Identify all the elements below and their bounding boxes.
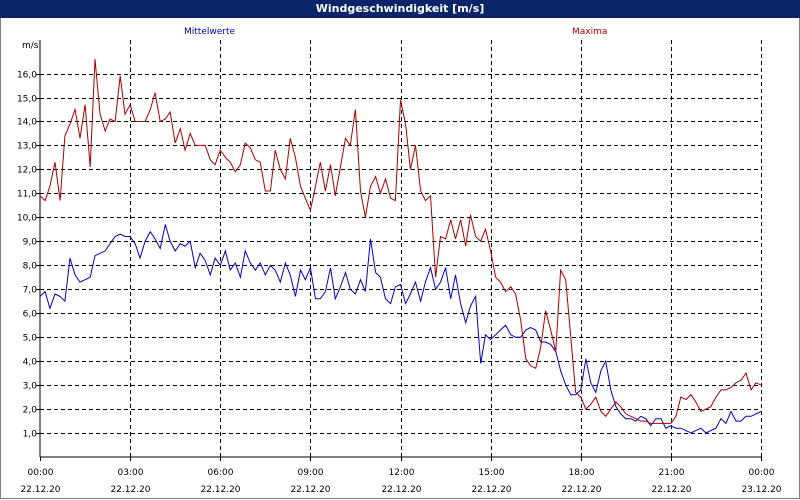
axes: m/s [22, 40, 761, 458]
y-tick-label: 6,0 [23, 310, 38, 320]
x-tick-time-label: 06:00 [208, 468, 234, 478]
y-tick-label: 9,0 [23, 238, 38, 248]
y-tick-label: 10,0 [17, 214, 37, 224]
y-tick-label: 5,0 [23, 334, 38, 344]
x-tick-date-label: 22.12.20 [651, 485, 691, 495]
y-tick-label: 1,0 [23, 430, 38, 440]
y-axis-unit-label: m/s [22, 41, 39, 51]
y-tick-label: 12,0 [17, 166, 37, 176]
series-line-mittelwerte [39, 224, 762, 434]
y-ticks: 1,0 2,0 3,0 4,0 5,0 6,0 7,0 8,0 9,0 10,0 11,0 12,0 1… [17, 71, 40, 440]
x-tick-date-label: 22.12.20 [20, 485, 60, 495]
window-title: Windgeschwindigkeit [m/s] [0, 0, 800, 18]
y-tick-label: 7,0 [23, 286, 38, 296]
x-tick-time-label: 18:00 [569, 468, 595, 478]
chart-frame: m/s 1,0 2,0 3,0 4,0 5,0 6,0 7,0 8,0 9,0 10,0 11,0 1… [0, 18, 800, 499]
x-tick-time-label: 03:00 [118, 468, 144, 478]
y-tick-label: 3,0 [23, 382, 38, 392]
x-tick-time-label: 09:00 [298, 468, 324, 478]
legend: Mittelwerte Maxima [184, 27, 607, 37]
y-tick-label: 11,0 [17, 190, 37, 200]
y-tick-label: 8,0 [23, 262, 38, 272]
series-line-maxima [39, 59, 762, 424]
y-tick-label: 16,0 [17, 71, 37, 81]
y-tick-label: 2,0 [23, 406, 38, 416]
x-tick-time-label: 21:00 [659, 468, 685, 478]
legend-mittelwerte: Mittelwerte [184, 27, 235, 37]
x-tick-date-label: 22.12.20 [110, 485, 150, 495]
x-tick-date-label: 22.12.20 [381, 485, 421, 495]
y-tick-label: 14,0 [17, 118, 37, 128]
legend-maxima: Maxima [572, 27, 607, 37]
y-tick-label: 13,0 [17, 142, 37, 152]
x-tick-time-label: 00:00 [28, 468, 54, 478]
wind-speed-chart: m/s 1,02,03,04,05,06,07,08,09,010,011,01… [17, 27, 782, 495]
x-tick-time-label: 12:00 [389, 468, 415, 478]
x-tick-time-label: 00:00 [749, 468, 775, 478]
x-tick-date-label: 22.12.20 [290, 485, 330, 495]
x-tick-date-label: 22.12.20 [200, 485, 240, 495]
y-tick-label: 15,0 [17, 95, 37, 105]
x-tick-time-label: 15:00 [479, 468, 505, 478]
series [39, 59, 762, 434]
x-tick-date-label: 23.12.20 [741, 485, 781, 495]
x-tick-date-label: 22.12.20 [561, 485, 601, 495]
grid [40, 40, 762, 457]
x-ticks: 00:00 22.12.20 03:00 22.12.20 06:00 22.12.20 0… [20, 457, 782, 495]
x-tick-date-label: 22.12.20 [471, 485, 511, 495]
y-tick-label: 4,0 [23, 358, 38, 368]
